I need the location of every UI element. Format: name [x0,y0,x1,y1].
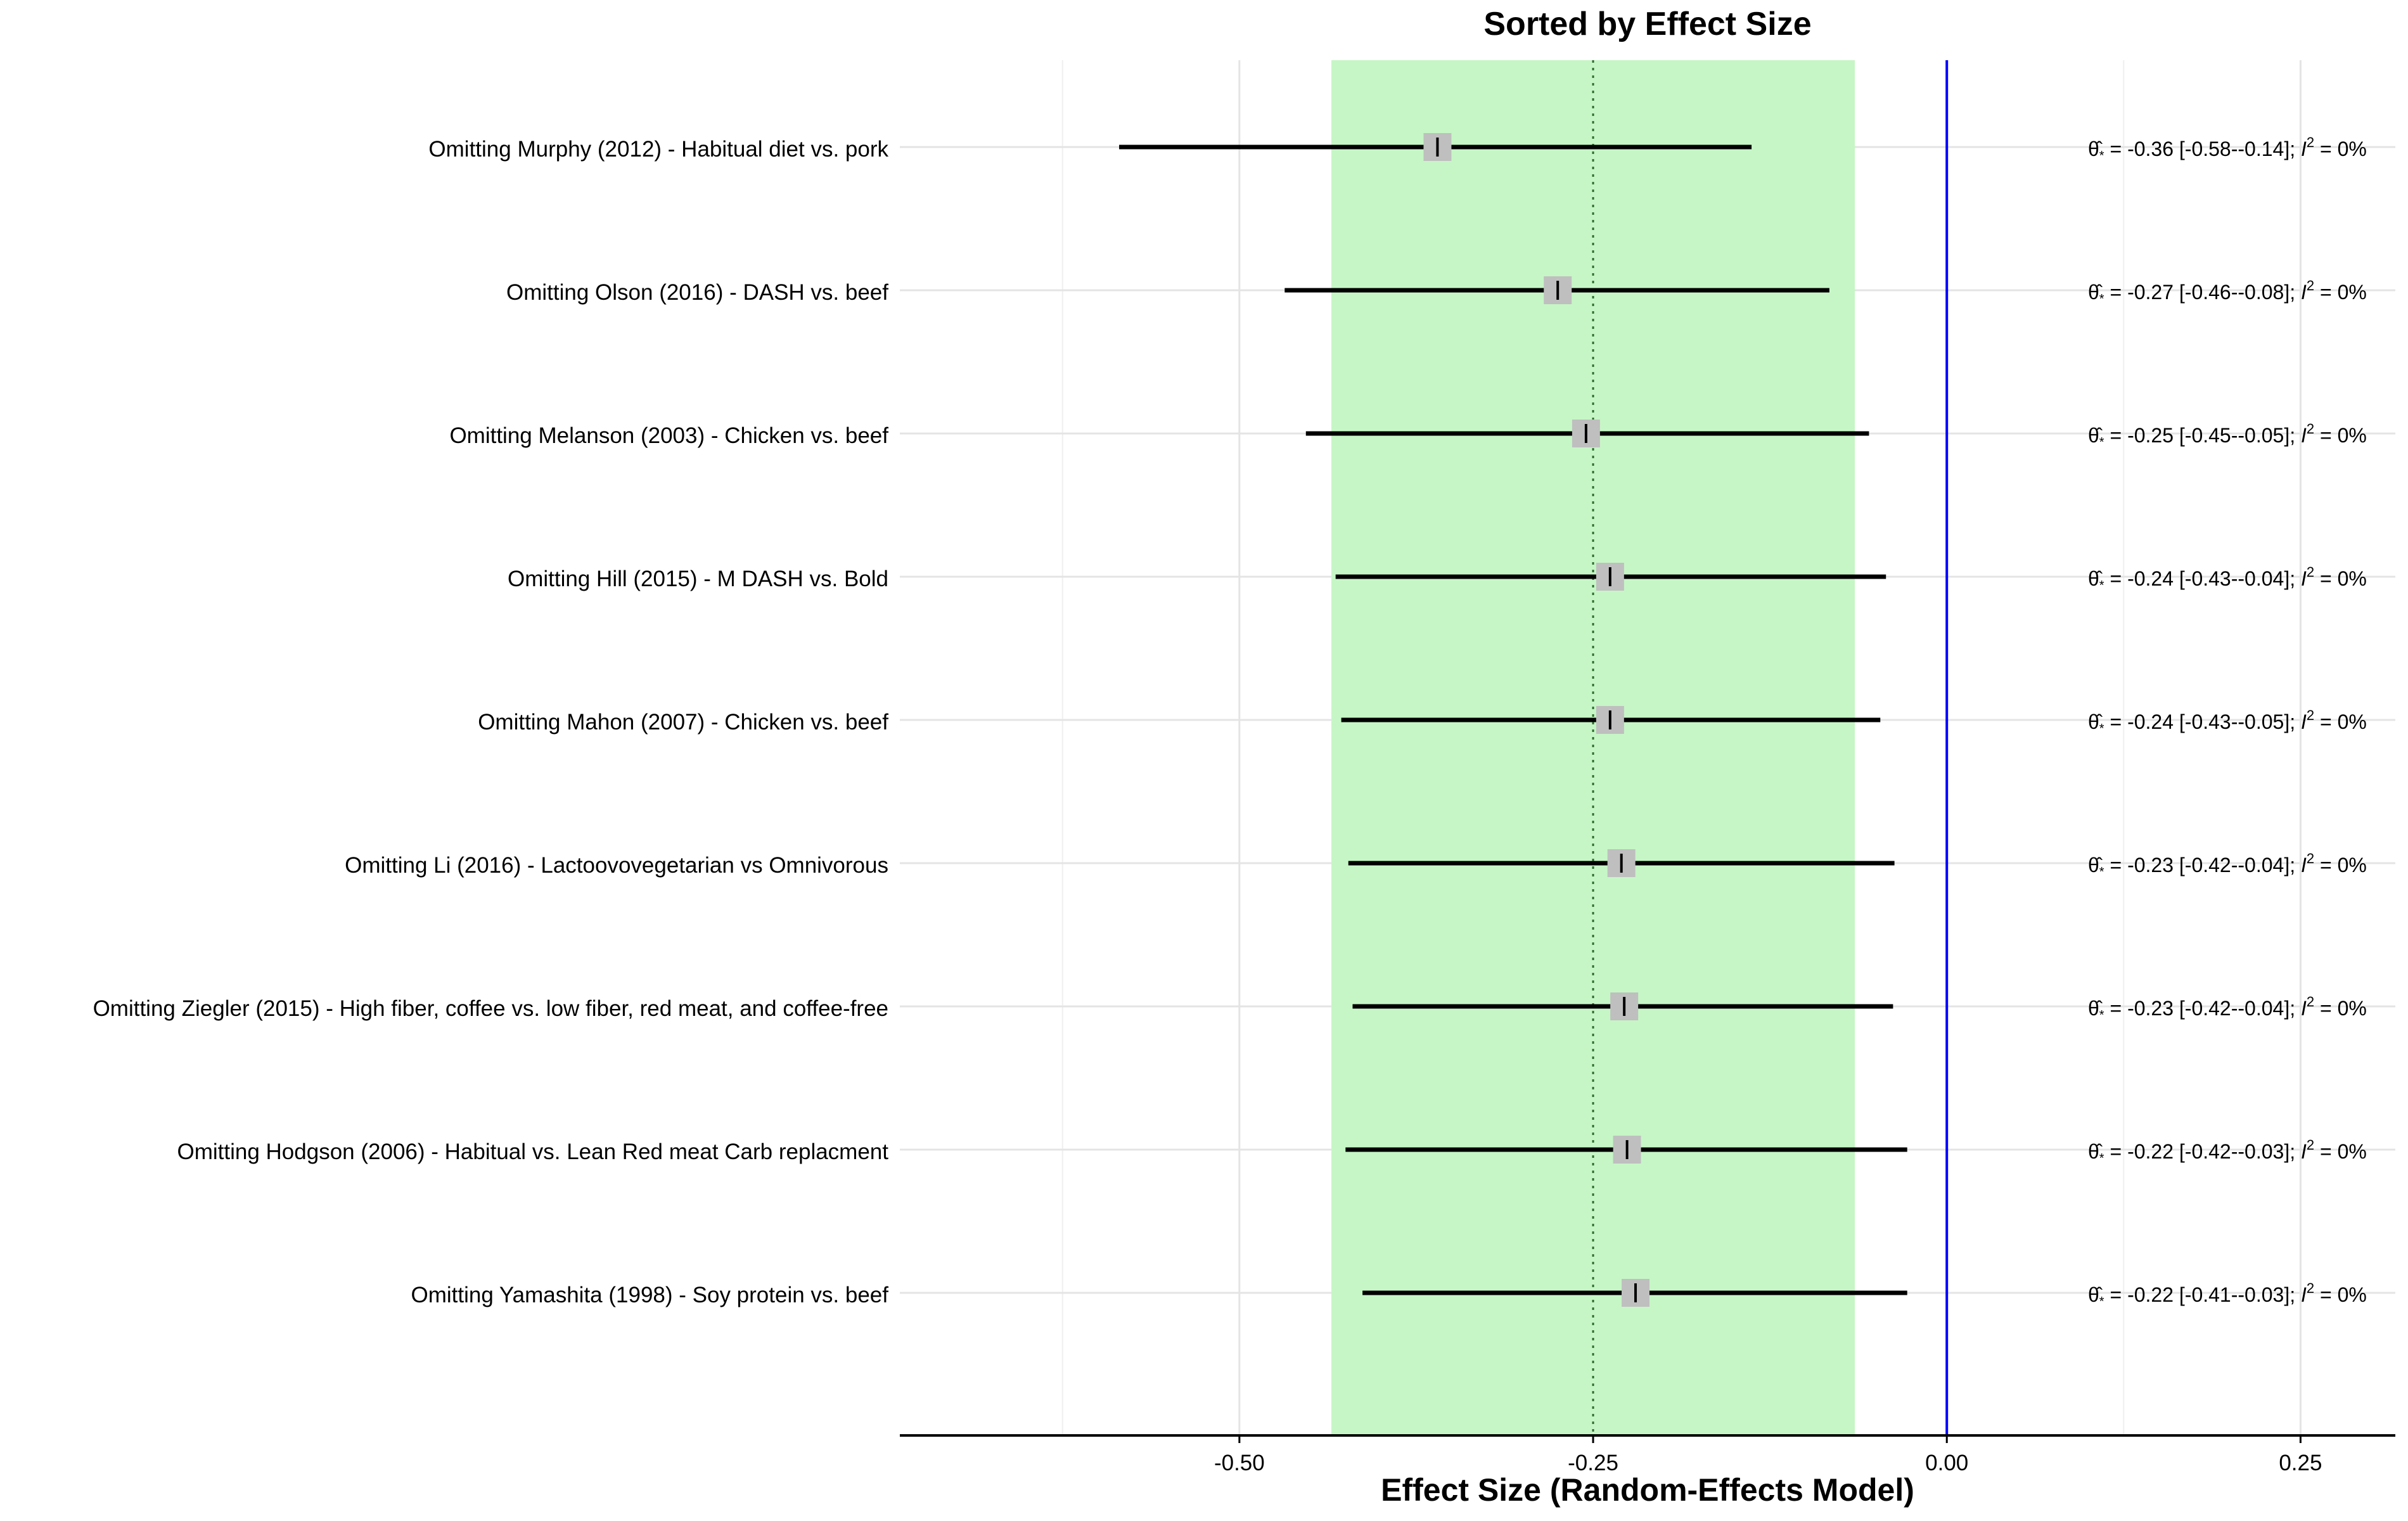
study-annotation: θ̂* = -0.22 [-0.41--0.03]; I2 = 0% [2088,1280,2367,1309]
study-annotation: θ̂* = -0.24 [-0.43--0.04]; I2 = 0% [2088,564,2367,593]
x-tick-label: -0.50 [1214,1451,1265,1475]
study-label: Omitting Murphy (2012) - Habitual diet v… [428,137,888,162]
study-annotation: θ̂* = -0.24 [-0.43--0.05]; I2 = 0% [2088,707,2367,736]
x-tick-label: 0.25 [2279,1451,2322,1475]
x-tick-label: 0.00 [1925,1451,1968,1475]
study-annotation: θ̂* = -0.36 [-0.58--0.14]; I2 = 0% [2088,134,2367,163]
study-label: Omitting Yamashita (1998) - Soy protein … [411,1283,888,1307]
study-label: Omitting Li (2016) - Lactoovovegetarian … [345,853,888,878]
study-annotation: θ̂* = -0.23 [-0.42--0.04]; I2 = 0% [2088,850,2367,879]
study-annotation: θ̂* = -0.27 [-0.46--0.08]; I2 = 0% [2088,278,2367,306]
study-annotation: θ̂* = -0.25 [-0.45--0.05]; I2 = 0% [2088,421,2367,449]
study-annotation: θ̂* = -0.23 [-0.42--0.04]; I2 = 0% [2088,994,2367,1022]
study-label: Omitting Ziegler (2015) - High fiber, co… [93,996,888,1021]
study-label: Omitting Olson (2016) - DASH vs. beef [506,280,888,305]
study-label: Omitting Melanson (2003) - Chicken vs. b… [449,423,888,448]
x-axis-label: Effect Size (Random-Effects Model) [1381,1472,1914,1508]
chart-title: Sorted by Effect Size [1483,6,1812,42]
x-tick-label: -0.25 [1568,1451,1618,1475]
study-label: Omitting Hill (2015) - M DASH vs. Bold [508,567,888,591]
study-annotation: θ̂* = -0.22 [-0.42--0.03]; I2 = 0% [2088,1137,2367,1165]
study-label: Omitting Mahon (2007) - Chicken vs. beef [478,710,888,735]
study-label: Omitting Hodgson (2006) - Habitual vs. L… [177,1139,889,1164]
